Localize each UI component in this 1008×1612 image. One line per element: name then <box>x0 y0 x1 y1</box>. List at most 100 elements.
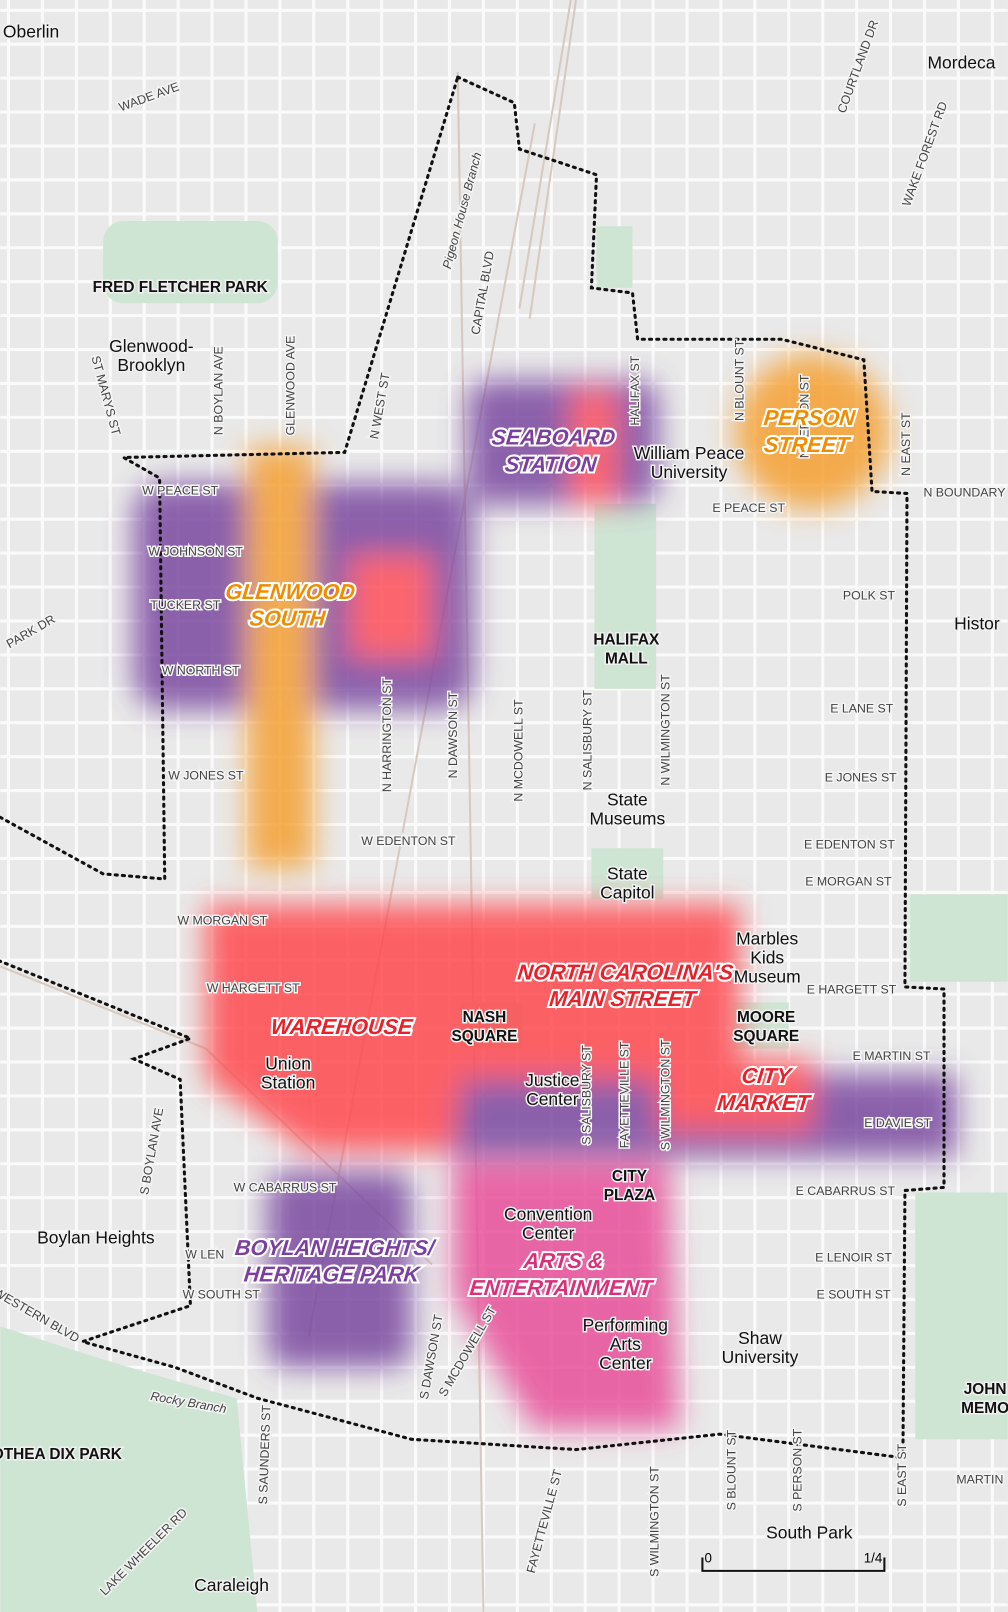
district-label: WAREHOUSE <box>270 1014 415 1039</box>
place-label: MALL <box>605 651 648 668</box>
street-label: N BOYLAN AVE <box>211 346 225 435</box>
street-label: S BLOUNT ST <box>724 1429 738 1510</box>
place-label: NASH <box>463 1009 507 1026</box>
district-label: BOYLAN HEIGHTS/ <box>234 1235 437 1260</box>
street-label: W LEN <box>185 1248 224 1262</box>
street-label: S SAUNDERS ST <box>256 1404 273 1504</box>
heat-area <box>267 1171 412 1368</box>
park <box>594 503 657 689</box>
district-label: MARKET <box>716 1090 813 1115</box>
district-label: CITY <box>740 1063 794 1088</box>
place-label: Union <box>265 1054 311 1074</box>
place-label: William Peace <box>634 443 745 463</box>
rail <box>518 0 572 309</box>
scale-bar: 0 1/4 <box>701 1551 886 1572</box>
place-label: Capitol <box>600 883 654 903</box>
place-label: State <box>607 789 648 809</box>
district-label: NORTH CAROLINA'S <box>516 959 735 984</box>
place-label: Histor <box>954 614 1000 634</box>
street-label: E MORGAN ST <box>805 874 892 888</box>
district-label: SOUTH <box>248 606 326 631</box>
heat-area <box>570 390 618 504</box>
district-label: ENTERTAINMENT <box>468 1275 655 1300</box>
scale-end: 1/4 <box>864 1551 883 1566</box>
street-label: N BLOUNT ST <box>733 339 747 421</box>
street-label: N WILMINGTON ST <box>659 674 673 786</box>
street-label: E DAVIE ST <box>864 1116 931 1130</box>
place-label: MOORE <box>737 1009 795 1026</box>
street-label: N BOUNDARY <box>923 486 1005 500</box>
place-label: Glenwood- <box>109 336 194 356</box>
heat-area <box>452 1161 679 1430</box>
heat-area <box>349 555 433 658</box>
place-label: SQUARE <box>733 1028 799 1045</box>
place-label: Marbles <box>736 928 798 948</box>
place-label: Museums <box>590 808 666 828</box>
scale-start: 0 <box>704 1551 711 1566</box>
street-label: E SOUTH ST <box>817 1288 891 1302</box>
street-label: HALIFAX ST <box>628 355 642 425</box>
street-label: E HARGETT ST <box>807 982 897 996</box>
place-label: OTHEA DIX PARK <box>0 1446 122 1463</box>
park <box>596 226 633 288</box>
place-label: South Park <box>766 1522 853 1542</box>
street-label: S WILMINGTON ST <box>659 1039 673 1150</box>
street-label: POLK ST <box>843 589 896 603</box>
rail <box>0 965 207 1050</box>
street-label: S SALISBURY ST <box>580 1045 594 1145</box>
park <box>732 1002 789 1049</box>
district-label: SEABOARD <box>491 425 617 450</box>
place-label: Center <box>599 1353 652 1373</box>
place-label: Mordeca <box>928 52 996 72</box>
street-label: N MCDOWELL ST <box>512 699 526 802</box>
street-label: E CABARRUS ST <box>796 1184 896 1198</box>
place-label: Justice <box>525 1070 579 1090</box>
place-label: Station <box>261 1073 315 1093</box>
place-label: Convention <box>504 1204 592 1224</box>
street-label: E LENOIR ST <box>815 1251 892 1265</box>
district-label: HERITAGE PARK <box>243 1262 422 1287</box>
scale-line <box>701 1557 886 1572</box>
street-label: E MARTIN ST <box>853 1049 931 1063</box>
street-label: S EAST ST <box>895 1443 909 1506</box>
district-heat <box>133 354 957 1430</box>
street-label: N SALISBURY ST <box>581 690 595 791</box>
street-label: FAYETTEVILLE ST <box>618 1041 632 1148</box>
street-label: GLENWOOD AVE <box>283 336 297 436</box>
rail <box>456 71 485 1612</box>
park <box>910 894 1008 982</box>
street-label: E LANE ST <box>830 702 894 716</box>
street-label: MARTIN <box>956 1473 1003 1487</box>
place-label: Performing <box>583 1315 668 1335</box>
district-label: PERSON <box>763 405 857 430</box>
place-label: HALIFAX <box>593 632 660 649</box>
street-label: S WILMINGTON ST <box>647 1466 661 1577</box>
district-label: STATION <box>504 451 598 476</box>
street-label: W SOUTH ST <box>183 1288 261 1302</box>
place-label: Boylan Heights <box>37 1227 155 1247</box>
street-label: E EDENTON ST <box>804 837 895 851</box>
district-label: GLENWOOD <box>224 579 356 604</box>
street-label: W CABARRUS ST <box>234 1181 337 1195</box>
place-label: Shaw <box>738 1328 782 1348</box>
street-label: E PEACE ST <box>712 501 785 515</box>
street-label: W MORGAN ST <box>177 913 267 927</box>
street-label: N PERSON ST <box>797 374 811 458</box>
place-label: University <box>651 462 728 482</box>
street-label: TUCKER ST <box>150 598 220 612</box>
place-label: Arts <box>610 1334 641 1354</box>
street-label: N HARRINGTON ST <box>380 678 394 793</box>
street-label: W EDENTON ST <box>361 834 456 848</box>
heat-area <box>735 354 890 509</box>
street-label: W JONES ST <box>168 768 244 782</box>
district-label: MAIN STREET <box>548 986 699 1011</box>
place-label: CITY <box>612 1168 648 1185</box>
park <box>103 221 278 304</box>
place-label: FRED FLETCHER PARK <box>93 279 268 296</box>
street-label: W JOHNSON ST <box>148 544 243 558</box>
place-label: Center <box>526 1089 579 1109</box>
place-label: Center <box>522 1223 575 1243</box>
place-label: State <box>607 863 648 883</box>
